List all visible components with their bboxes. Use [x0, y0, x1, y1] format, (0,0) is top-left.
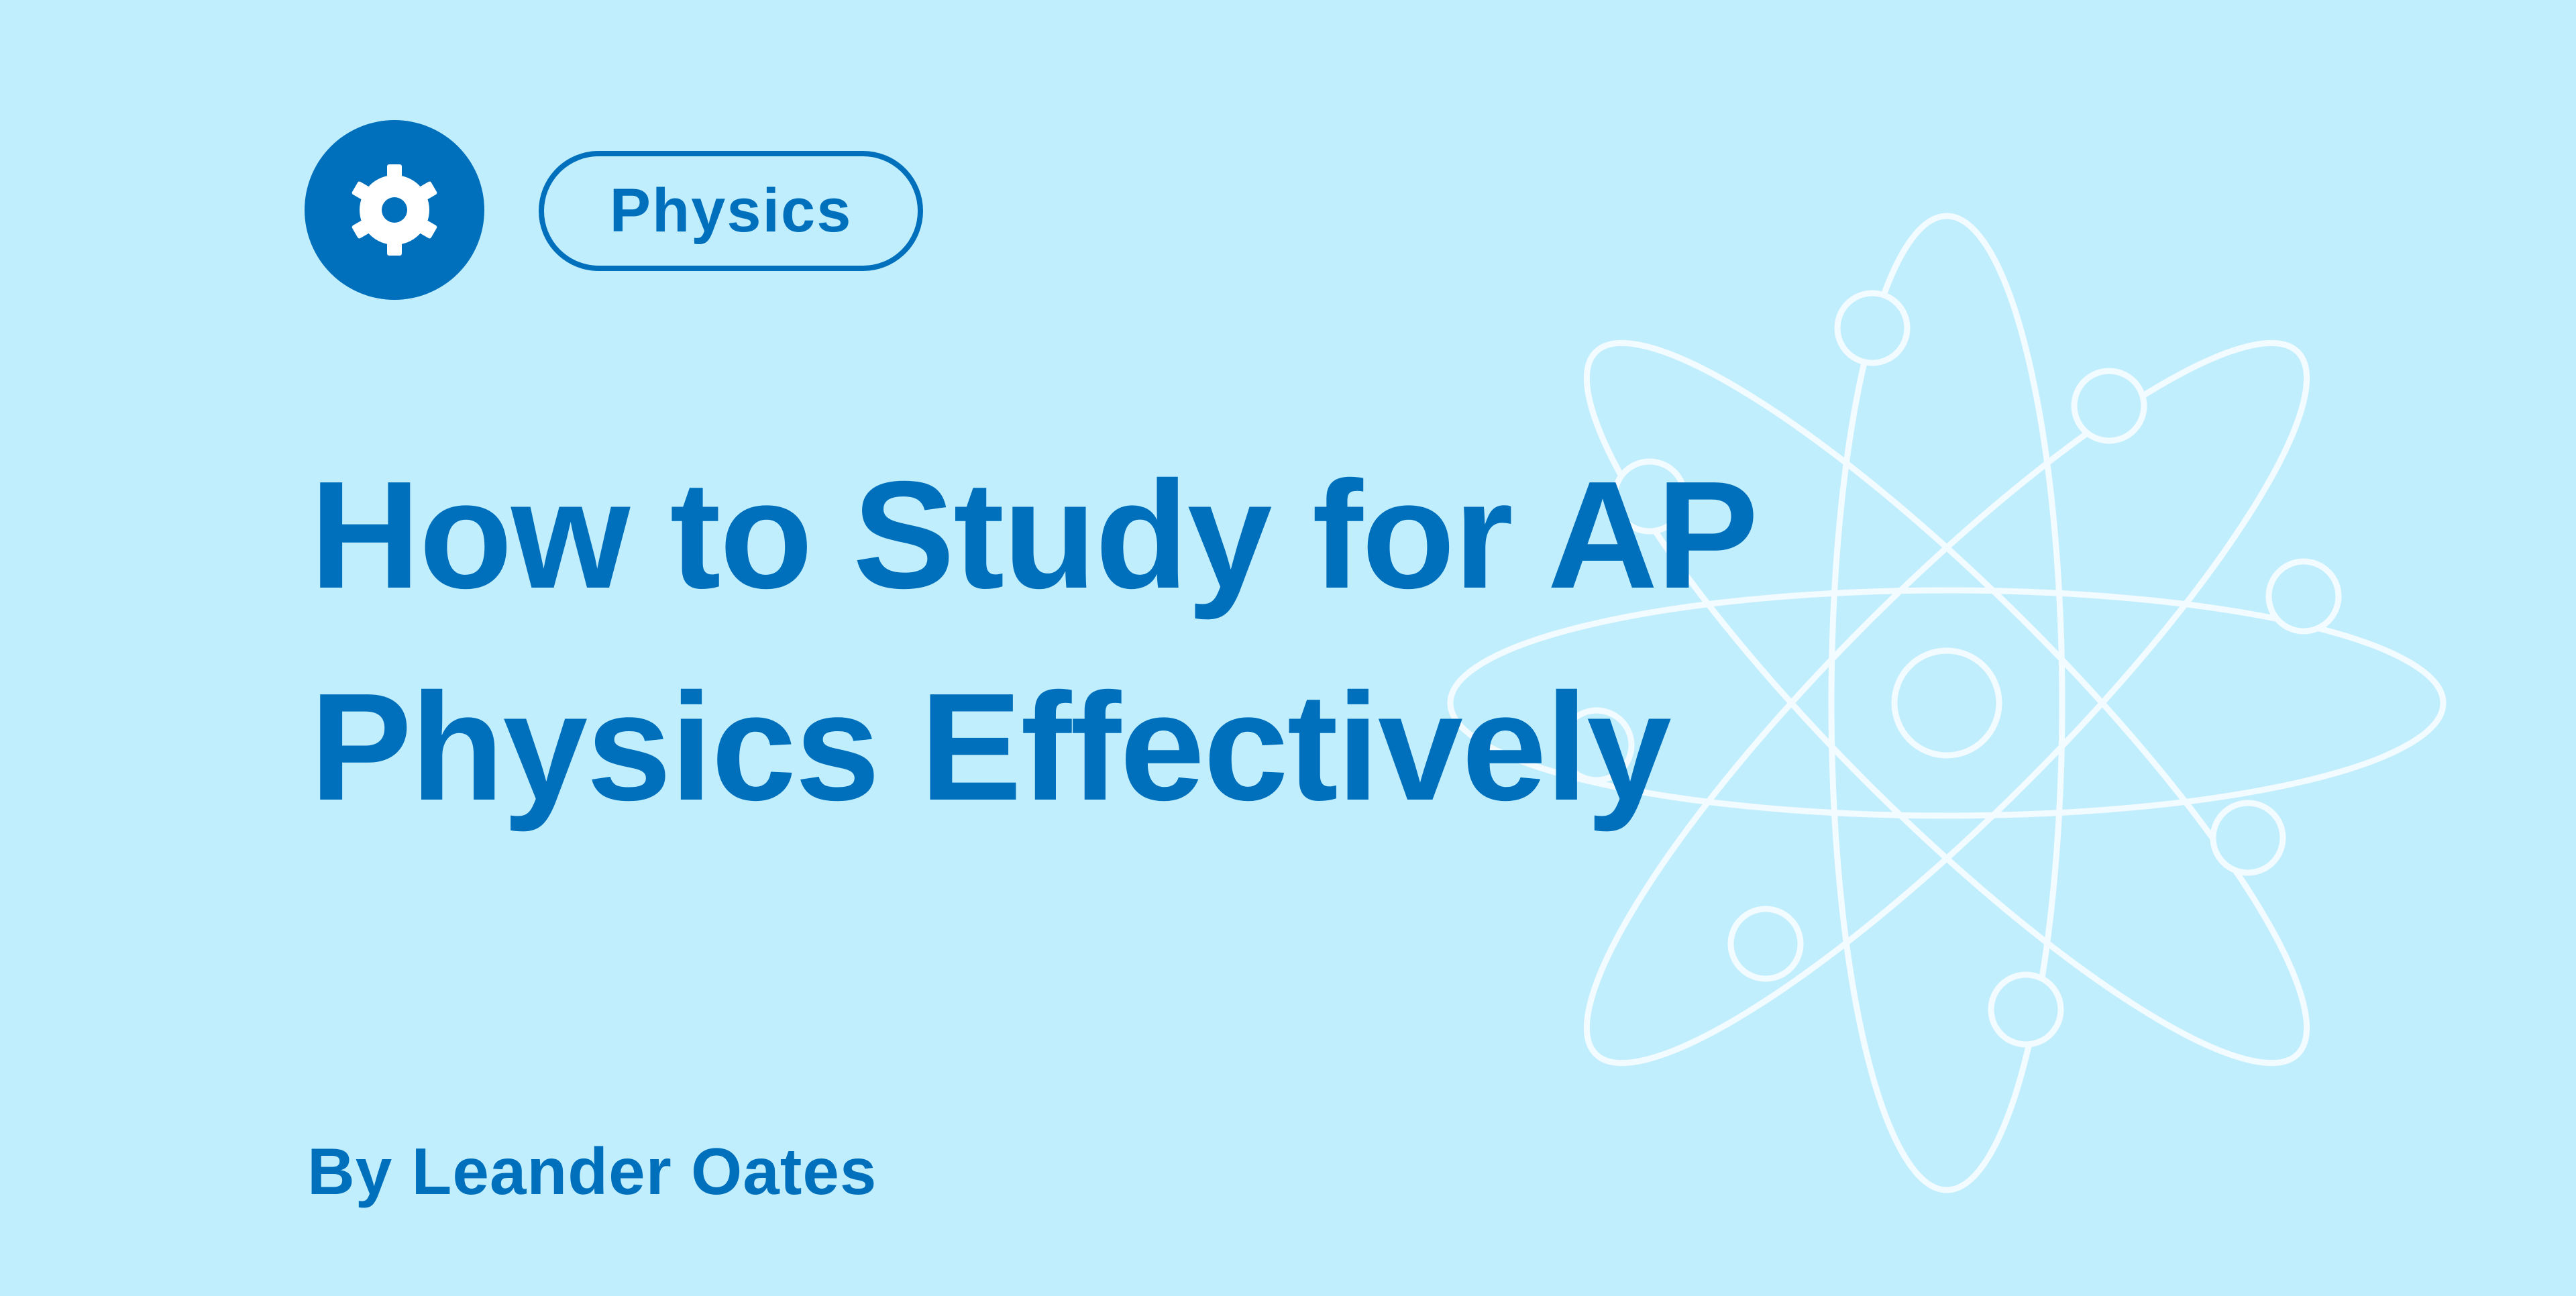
- category-tag[interactable]: Physics: [539, 151, 923, 271]
- nucleus: [1891, 647, 2002, 759]
- electron: [1988, 971, 2064, 1048]
- author-byline: By Leander Oates: [307, 1134, 877, 1208]
- electron: [1558, 707, 1635, 784]
- electron: [2210, 800, 2286, 876]
- electron: [1834, 290, 1911, 366]
- electron: [2071, 368, 2147, 444]
- electron: [2265, 558, 2342, 635]
- gear-icon: [352, 164, 437, 256]
- title-line-1: How to Study for AP: [310, 450, 1758, 620]
- orbit-diagonal-1: [1583, 339, 2310, 1067]
- electron: [1611, 458, 1688, 535]
- orbit-diagonal-2: [1583, 339, 2310, 1067]
- electron: [1727, 906, 1804, 982]
- page-title: How to Study for AP Physics Effectively: [310, 429, 1758, 853]
- title-line-2: Physics Effectively: [310, 662, 1672, 832]
- orbit-vertical: [1828, 213, 2065, 1193]
- orbit-horizontal: [1447, 587, 2447, 819]
- category-tag-label: Physics: [609, 176, 853, 245]
- gear-badge: [305, 120, 484, 300]
